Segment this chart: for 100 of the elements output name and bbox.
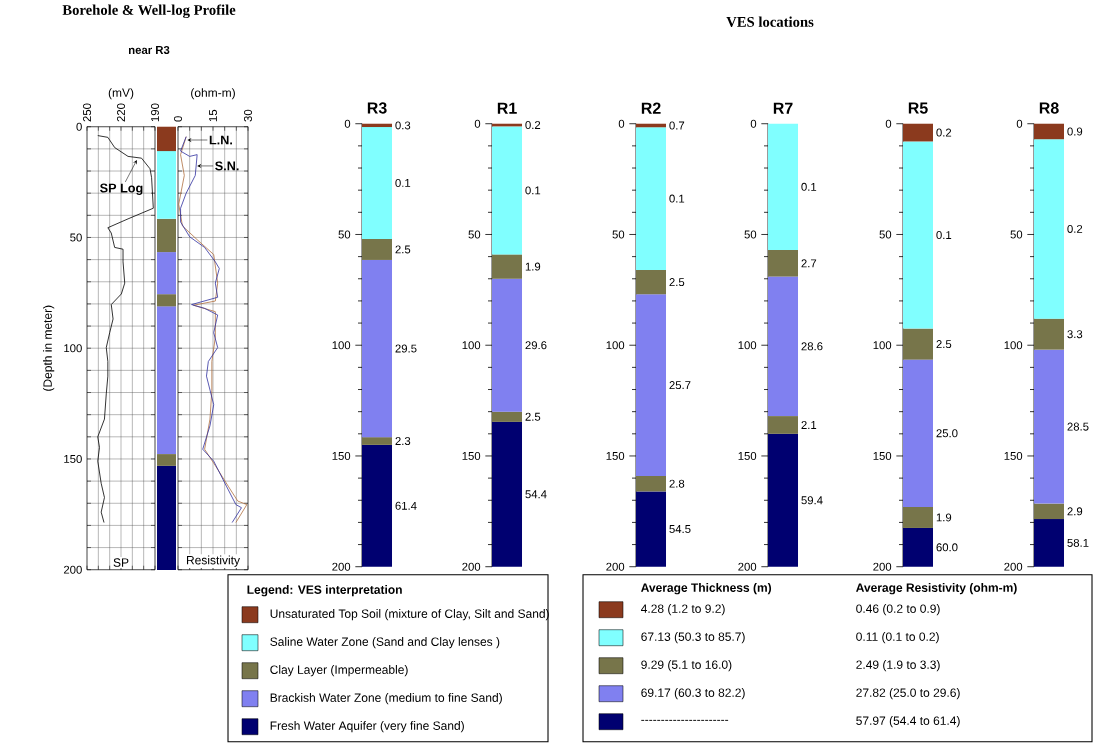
bar — [492, 411, 523, 422]
text: 9.29 (5.1 to 16.0) — [641, 660, 732, 672]
x-tick-label: R2 — [641, 102, 661, 114]
bar — [903, 359, 934, 508]
bar — [492, 254, 523, 279]
bar — [1034, 349, 1065, 504]
x-tick-label: R1 — [497, 102, 517, 114]
annotation: 0.2 — [936, 128, 952, 137]
annotation: 61.4 — [395, 501, 417, 510]
annotation: 3.3 — [1067, 330, 1083, 339]
y-tick-label: 50 — [879, 230, 892, 239]
x-tick-label: 250 — [83, 103, 92, 122]
annotation: 2.8 — [669, 479, 685, 488]
category-label: Average Thickness (m) — [641, 583, 772, 595]
bar — [1034, 139, 1065, 319]
annotation: SP — [113, 558, 129, 567]
annotation: 1.9 — [936, 513, 952, 522]
bar — [1034, 318, 1065, 350]
y-tick-label: 150 — [738, 452, 757, 461]
annotation: 59.4 — [801, 496, 823, 505]
text: 0.11 (0.1 to 0.2) — [856, 632, 939, 644]
annotation: 0.2 — [525, 121, 541, 130]
text: 0.46 (0.2 to 0.9) — [856, 604, 940, 616]
bar — [903, 528, 934, 567]
y-tick-label: 50 — [1010, 230, 1023, 239]
bar — [362, 123, 393, 128]
bar — [157, 465, 177, 571]
bar — [1034, 503, 1065, 520]
annotation: 0.7 — [669, 121, 685, 130]
annotation: 1.9 — [525, 262, 541, 271]
bar — [768, 123, 799, 251]
bar — [768, 416, 799, 434]
bar — [903, 123, 934, 142]
y-tick-label: 200 — [332, 562, 351, 571]
bar — [157, 252, 177, 295]
bar — [1034, 123, 1065, 140]
bar — [157, 151, 177, 220]
annotation: 2.3 — [395, 437, 411, 446]
chart-subtitle: near R3 — [128, 46, 170, 55]
y-tick-label: 0 — [618, 119, 625, 128]
y-tick-label: 100 — [64, 344, 82, 353]
annotation: 2.5 — [669, 278, 685, 287]
y-tick-label: 0 — [76, 122, 82, 131]
legend-title: Legend: VES interpretation — [247, 585, 402, 597]
y-tick-label: 200 — [63, 565, 82, 574]
y-tick-label: 100 — [462, 341, 481, 350]
annotation: 0.1 — [669, 194, 685, 203]
y-tick-label: 0 — [474, 119, 481, 128]
y-tick-label: 150 — [64, 455, 82, 464]
annotation: 54.5 — [669, 525, 691, 534]
annotation: S.N. — [215, 161, 239, 171]
text: 27.82 (25.0 to 29.6) — [856, 688, 960, 700]
text: 67.13 (50.3 to 85.7) — [641, 632, 745, 644]
annotation: 2.5 — [395, 245, 411, 254]
bar — [157, 306, 177, 455]
category-label: Saline Water Zone (Sand and Clay lenses ) — [270, 637, 500, 649]
bar — [768, 250, 799, 277]
y-tick-label: 150 — [606, 452, 625, 461]
text: ---------------------- — [641, 720, 729, 721]
bar — [362, 445, 393, 567]
bar — [636, 294, 667, 477]
bar — [157, 454, 177, 466]
bar — [768, 276, 799, 417]
bar — [362, 437, 393, 446]
annotation: 58.1 — [1067, 539, 1089, 548]
annotation: 60.0 — [936, 543, 958, 552]
y-tick-label: 50 — [468, 230, 481, 239]
text: 69.17 (60.3 to 82.2) — [641, 688, 745, 700]
y-tick-label: 200 — [1004, 562, 1023, 571]
y-tick-label: 150 — [1004, 452, 1023, 461]
y-tick-label: 200 — [873, 562, 892, 571]
bar — [362, 127, 393, 240]
y-tick-label: 50 — [70, 233, 82, 242]
annotation: 2.9 — [1067, 507, 1083, 516]
annotation: 0.9 — [1067, 127, 1083, 136]
y-tick-label: 100 — [332, 341, 351, 350]
y-tick-label: 100 — [738, 341, 757, 350]
bar — [492, 278, 523, 412]
x-tick-label: 30 — [244, 109, 253, 122]
y-axis-title: (Depth in meter) — [43, 305, 55, 391]
text: 57.97 (54.4 to 61.4) — [856, 716, 960, 728]
x-axis-title: (ohm-m) — [191, 88, 235, 100]
annotation: 2.5 — [525, 412, 541, 421]
y-tick-label: 100 — [1004, 341, 1023, 350]
category-label: Unsaturated Top Soil (mixture of Clay, Silt and Sand) — [270, 609, 549, 621]
category-label: Fresh Water Aquifer (very fine Sand) — [270, 721, 464, 733]
x-axis-title: (mV) — [108, 88, 134, 100]
y-tick-label: 0 — [750, 119, 757, 128]
text: 4.28 (1.2 to 9.2) — [640, 604, 725, 616]
category-label: Average Resistivity (ohm-m) — [856, 583, 1017, 595]
x-tick-label: 15 — [209, 110, 217, 122]
bar — [157, 294, 177, 307]
y-tick-label: 150 — [873, 452, 892, 461]
annotation: 0.3 — [395, 121, 411, 130]
y-tick-label: 50 — [744, 230, 757, 239]
y-tick-label: 200 — [606, 562, 625, 571]
y-tick-label: 150 — [332, 452, 351, 461]
y-tick-label: 100 — [606, 341, 625, 350]
annotation: 0.2 — [1067, 225, 1083, 234]
x-tick-label: R3 — [367, 102, 387, 114]
